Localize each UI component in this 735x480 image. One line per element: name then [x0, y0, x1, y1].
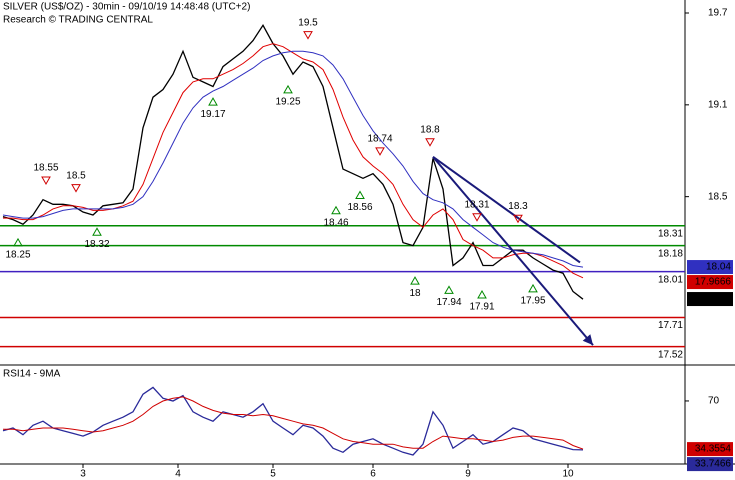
marker-down [41, 176, 51, 186]
marker-down [513, 214, 523, 224]
marker-up [528, 283, 538, 293]
trend-line [432, 156, 594, 346]
annotation-label: 17.91 [469, 302, 494, 313]
series-line [2, 386, 584, 456]
marker-up [208, 97, 218, 106]
level-label: 18.01 [658, 274, 683, 285]
annotation-label: 18 [409, 288, 421, 299]
price-box-label: 18.04 [706, 262, 731, 273]
price-box-label: 34.3554 [695, 444, 732, 455]
price-box [687, 292, 733, 307]
y-tick-label: 19.7 [708, 8, 728, 19]
level-label: 18.18 [658, 248, 683, 259]
annotation-label: 19.5 [298, 17, 318, 28]
y-tick-label: 70 [708, 396, 720, 407]
marker-down [425, 138, 435, 147]
marker-up [444, 285, 454, 294]
price-box [687, 260, 733, 275]
y-tick-label: 19.1 [708, 99, 728, 110]
annotation-label: 19.17 [200, 109, 225, 120]
marker-down [375, 147, 385, 156]
annotation-label: 17.95 [520, 295, 545, 306]
marker-up [355, 190, 365, 199]
marker-up [410, 276, 420, 285]
price-box-label: 17.831 [700, 294, 731, 305]
x-tick-label: 10 [562, 469, 574, 480]
price-box [687, 275, 733, 290]
series-line [3, 396, 584, 450]
annotation-label: 18.3 [508, 201, 528, 212]
annotation-label: 18.25 [5, 250, 30, 261]
marker-up [92, 227, 102, 236]
level-label: 17.71 [658, 320, 683, 331]
series-line [2, 50, 584, 268]
annotation-label: 18.46 [323, 217, 348, 228]
marker-down [472, 213, 482, 222]
annotation-label: 18.31 [464, 199, 489, 210]
annotation-label: 18.32 [84, 239, 109, 250]
chart-subtitle: Research © TRADING CENTRAL [3, 15, 153, 26]
x-tick-label: 4 [175, 469, 181, 480]
marker-up [331, 205, 341, 215]
price-box-label: 17.9666 [695, 277, 732, 288]
x-tick-label: 3 [80, 469, 86, 480]
y-tick-label: 18.5 [708, 191, 728, 202]
annotation-label: 19.25 [275, 97, 300, 108]
annotation-label: 17.94 [436, 297, 461, 308]
level-label: 17.52 [658, 349, 683, 360]
rsi-title: RSI14 - 9MA [3, 369, 61, 380]
annotation-label: 18.5 [66, 170, 86, 181]
price-box [687, 457, 733, 472]
x-tick-label: 9 [465, 469, 471, 480]
level-label: 18.31 [658, 228, 683, 239]
price-box-label: 33.7466 [695, 459, 732, 470]
annotation-label: 18.8 [420, 124, 440, 135]
x-tick-label: 6 [370, 469, 376, 480]
series-line [3, 43, 584, 279]
marker-up [13, 237, 23, 247]
annotation-label: 18.74 [367, 134, 392, 145]
marker-up [477, 289, 487, 299]
x-tick-label: 5 [270, 469, 276, 480]
annotation-label: 18.55 [33, 163, 58, 174]
chart-title: SILVER (US$/OZ) - 30min - 09/10/19 14:48… [3, 2, 250, 13]
trend-arrowhead [582, 334, 593, 346]
marker-down [71, 184, 81, 193]
trend-line [432, 156, 581, 264]
annotation-label: 18.56 [347, 202, 372, 213]
marker-up [283, 84, 293, 94]
price-box [687, 442, 733, 457]
marker-down [303, 31, 313, 40]
